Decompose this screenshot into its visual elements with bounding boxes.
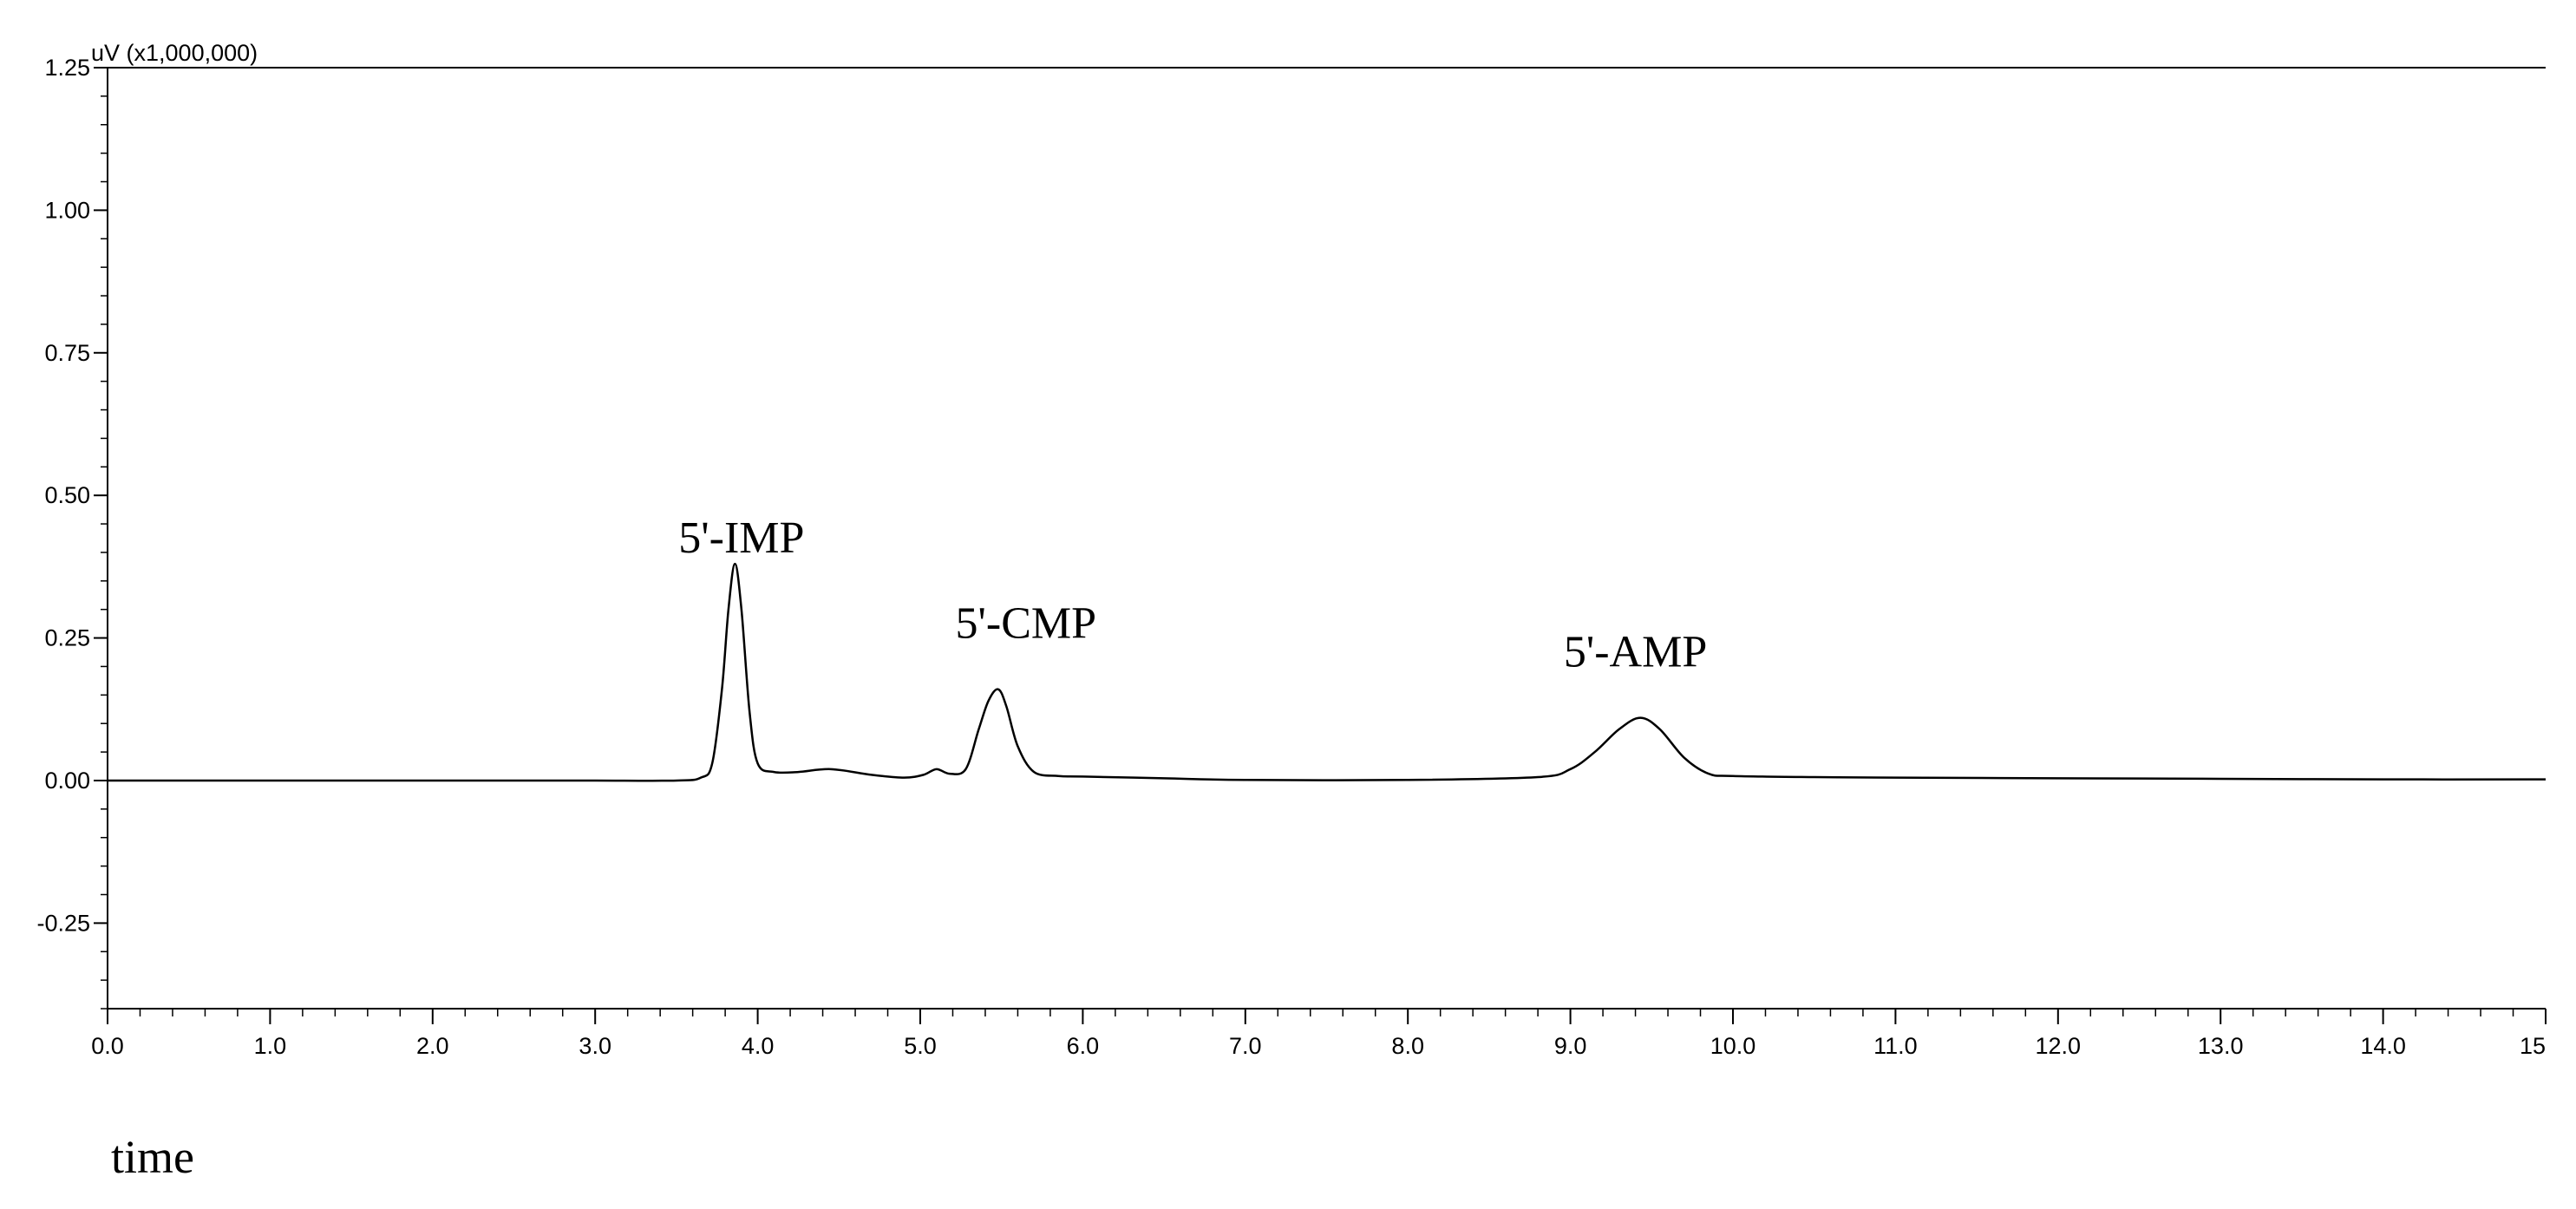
- x-tick-label: 13.0: [2198, 1033, 2244, 1059]
- x-tick-label: 9.0: [1554, 1033, 1587, 1059]
- x-tick-label: 12.0: [2036, 1033, 2082, 1059]
- y-tick-label: -0.25: [36, 910, 90, 936]
- y-tick-label: 0.75: [44, 340, 90, 366]
- y-tick-label: 0.50: [44, 482, 90, 508]
- x-tick-label: 4.0: [742, 1033, 775, 1059]
- x-tick-label: 14.0: [2360, 1033, 2406, 1059]
- x-tick-label: 6.0: [1067, 1033, 1100, 1059]
- x-tick-label: 11.0: [1873, 1033, 1918, 1059]
- x-tick-label: 3.0: [579, 1033, 611, 1059]
- x-tick-label: 10.0: [1710, 1033, 1756, 1059]
- x-tick-label: 2.0: [416, 1033, 449, 1059]
- y-tick-label: 0.25: [44, 625, 90, 651]
- y-tick-label: 0.00: [44, 768, 90, 794]
- peak-label: 5'-CMP: [956, 599, 1097, 649]
- y-unit-label: uV (x1,000,000): [91, 40, 258, 66]
- x-tick-label: 15: [2520, 1033, 2546, 1059]
- y-tick-label: 1.25: [44, 55, 90, 81]
- x-tick-label: 1.0: [254, 1033, 287, 1059]
- x-tick-label: 8.0: [1391, 1033, 1424, 1059]
- y-tick-label: 1.00: [44, 197, 90, 223]
- peak-label: 5'-AMP: [1564, 627, 1707, 676]
- x-tick-label: 7.0: [1229, 1033, 1262, 1059]
- x-tick-label: 5.0: [904, 1033, 937, 1059]
- chromatogram-trace: [108, 562, 2547, 782]
- x-tick-label: 0.0: [91, 1033, 124, 1059]
- peak-label: 5'-IMP: [678, 513, 804, 563]
- x-axis-label: time: [111, 1131, 194, 1183]
